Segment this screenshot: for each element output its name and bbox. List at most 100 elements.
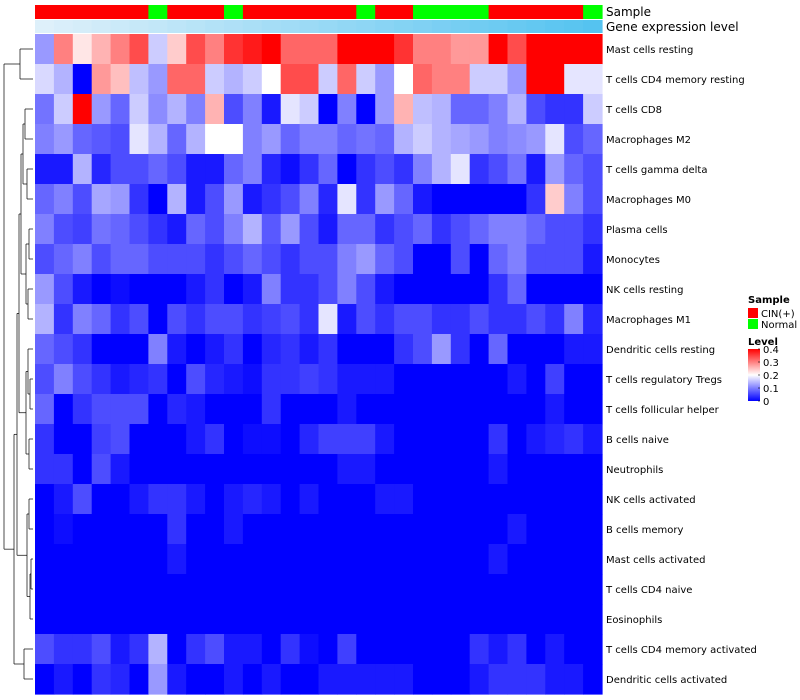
heatmap-cell [205,94,225,125]
heatmap-cell [148,304,168,335]
heatmap-cell [583,334,603,365]
heatmap-cell [394,604,414,635]
heatmap-cell [545,94,565,125]
heatmap-cell [488,64,509,95]
heatmap-cell [167,604,187,635]
heatmap-cell [35,214,55,245]
heatmap-cell [337,154,357,185]
heatmap-cell [375,244,395,275]
heatmap-cell [224,304,244,335]
heatmap-cell [394,634,414,665]
expression-cell [299,20,320,33]
heatmap-cell [91,334,112,365]
heatmap-cell [53,544,74,575]
heatmap-cell [224,274,244,305]
heatmap-cell [91,574,112,605]
heatmap-cell [242,304,263,335]
heatmap-cell [167,424,187,455]
expression-cell [318,20,338,33]
heatmap-cell [35,514,55,545]
heatmap-cell [564,604,584,635]
heatmap-cell [224,184,244,215]
heatmap-cell [261,274,282,305]
heatmap-cell [488,124,509,155]
heatmap-cell [186,484,206,515]
heatmap-cell [261,574,282,605]
heatmap-cell [299,484,320,515]
heatmap-cell [242,34,263,65]
sample-cell [280,5,301,19]
heatmap-cell [186,244,206,275]
heatmap-cell [469,364,490,395]
heatmap-cell [224,604,244,635]
heatmap-cell [450,484,471,515]
legend-sample-items: CIN(+)Normal [748,308,797,331]
heatmap-cell [299,454,320,485]
heatmap-cell [261,124,282,155]
heatmap-cell [507,64,527,95]
heatmap-cell [53,664,74,695]
heatmap-cell [488,574,509,605]
heatmap-cell [526,394,546,425]
heatmap-cell [431,274,452,305]
heatmap-cell [318,424,338,455]
heatmap-cell [299,664,320,695]
heatmap-cell [148,634,168,665]
heatmap-cell [526,34,546,65]
sample-cell [242,5,263,19]
sample-cell [72,5,93,19]
heatmap-cell [564,664,584,695]
heatmap-cell [583,454,603,485]
heatmap-cell [564,454,584,485]
heatmap-cell [394,124,414,155]
heatmap-cell [375,124,395,155]
heatmap-cell [583,184,603,215]
heatmap-cell [583,604,603,635]
legend-tick-label: 0.4 [763,345,779,356]
heatmap-cell [224,574,244,605]
heatmap-cell [35,634,55,665]
heatmap-cell [205,304,225,335]
heatmap-cell [91,394,112,425]
row-label: Mast cells resting [606,45,693,56]
heatmap-cell [91,304,112,335]
heatmap-cell [91,604,112,635]
heatmap-cell [394,544,414,575]
heatmap-cell [261,634,282,665]
heatmap-cell [526,574,546,605]
heatmap-cell [35,64,55,95]
heatmap-cell [280,364,301,395]
heatmap-cell [205,484,225,515]
heatmap-cell [507,184,527,215]
heatmap-cell [318,244,338,275]
heatmap-cell [318,94,338,125]
heatmap-cell [242,64,263,95]
heatmap-cell [53,364,74,395]
heatmap-cell [583,154,603,185]
heatmap-cell [167,34,187,65]
heatmap-cell [413,394,433,425]
heatmap-cell [35,454,55,485]
heatmap-cell [129,214,149,245]
heatmap-cell [394,34,414,65]
heatmap-cell [431,94,452,125]
heatmap-cell [450,514,471,545]
heatmap-cell [431,64,452,95]
heatmap-cell [431,484,452,515]
heatmap-cell [205,544,225,575]
heatmap-cell [72,364,93,395]
heatmap-cell [545,64,565,95]
heatmap-cell [526,64,546,95]
heatmap-cell [488,214,509,245]
heatmap-cell [375,184,395,215]
heatmap-cell [299,334,320,365]
heatmap-cell [337,574,357,605]
heatmap-cell [431,604,452,635]
heatmap-cell [242,514,263,545]
heatmap-cell [337,544,357,575]
heatmap-cell [205,214,225,245]
heatmap-cell [186,604,206,635]
legend-swatch [748,319,758,329]
heatmap-cell [242,124,263,155]
heatmap-cell [431,124,452,155]
